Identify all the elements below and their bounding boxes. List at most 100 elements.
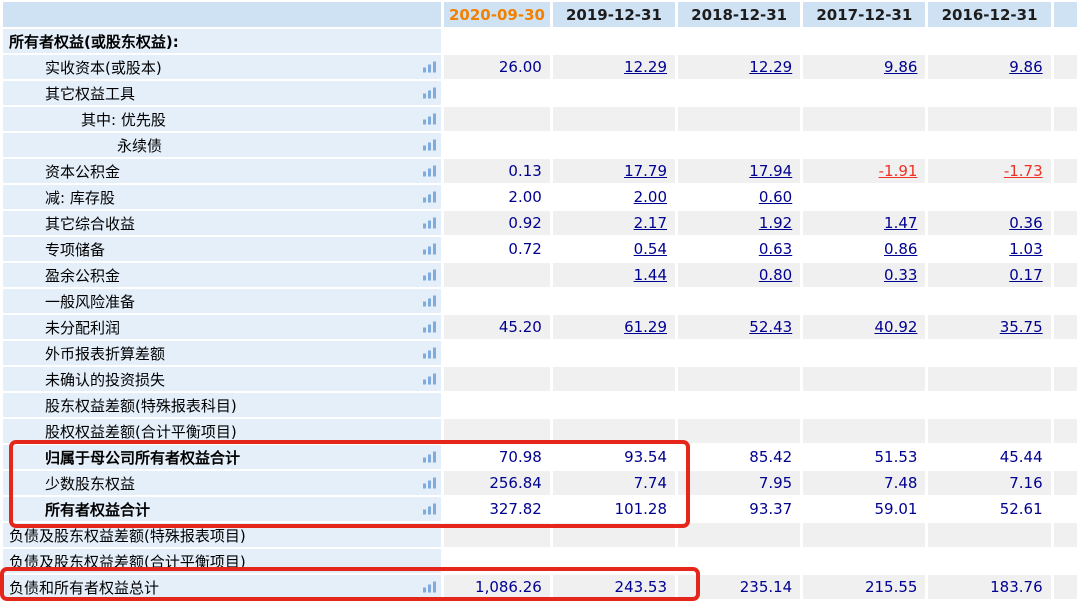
table-row: 其它权益工具: [3, 81, 1077, 105]
value-cell: [928, 29, 1051, 53]
value-cell: [444, 367, 550, 391]
value-link[interactable]: 12.29: [552, 55, 676, 79]
value-link[interactable]: 0.33: [803, 263, 926, 287]
value-cell: 235.14: [678, 575, 801, 599]
value-cell: [803, 29, 926, 53]
partial-column-cell: [1053, 419, 1077, 443]
table-row: 一般风险准备: [3, 289, 1077, 313]
partial-column-cell: [1053, 211, 1077, 235]
value-cell: 215.55: [803, 575, 926, 599]
value-link[interactable]: 0.36: [928, 211, 1051, 235]
value-link[interactable]: 52.43: [678, 315, 801, 339]
row-label: 其中: 优先股: [3, 107, 442, 131]
value-link[interactable]: 61.29: [552, 315, 676, 339]
bar-chart-icon[interactable]: [423, 269, 437, 282]
row-label: 外币报表折算差额: [3, 341, 442, 365]
row-label: 其它综合收益: [3, 211, 442, 235]
value-link[interactable]: 0.60: [678, 185, 801, 209]
bar-chart-icon[interactable]: [423, 581, 437, 594]
bar-chart-icon[interactable]: [423, 243, 437, 256]
bar-chart-icon[interactable]: [423, 113, 437, 126]
bar-chart-icon[interactable]: [423, 165, 437, 178]
value-cell: [803, 81, 926, 105]
partial-column-cell: [1053, 549, 1077, 573]
bar-chart-icon[interactable]: [423, 451, 437, 464]
bar-chart-icon[interactable]: [423, 87, 437, 100]
value-cell: [803, 133, 926, 157]
value-link[interactable]: 2.00: [552, 185, 676, 209]
value-cell: [803, 393, 926, 417]
value-link[interactable]: 1.03: [928, 237, 1051, 261]
partial-column-cell: [1053, 29, 1077, 53]
value-cell: [803, 107, 926, 131]
column-header-date-2020-09-30: 2020-09-30: [444, 2, 550, 27]
value-cell: 45.20: [444, 315, 550, 339]
column-header-partial: [1053, 2, 1077, 27]
row-label-text: 永续债: [117, 136, 163, 155]
value-cell: [678, 367, 801, 391]
table-row: 未分配利润 45.20 61.29 52.43 40.92 35.75: [3, 315, 1077, 339]
value-cell: [803, 367, 926, 391]
value-cell: 0.92: [444, 211, 550, 235]
row-label-text: 其它权益工具: [45, 84, 136, 103]
row-label: 一般风险准备: [3, 289, 442, 313]
value-link[interactable]: 1.44: [552, 263, 676, 287]
value-link[interactable]: 1.92: [678, 211, 801, 235]
partial-column-cell: [1053, 393, 1077, 417]
value-cell: 256.84: [444, 471, 550, 495]
value-link[interactable]: -1.91: [803, 159, 926, 183]
value-cell: [444, 263, 550, 287]
value-link[interactable]: 9.86: [928, 55, 1051, 79]
bar-chart-icon[interactable]: [423, 139, 437, 152]
value-cell: [678, 81, 801, 105]
value-link[interactable]: 0.17: [928, 263, 1051, 287]
value-cell: 93.54: [552, 445, 676, 469]
bar-chart-icon[interactable]: [423, 61, 437, 74]
value-link[interactable]: 12.29: [678, 55, 801, 79]
value-link[interactable]: 0.63: [678, 237, 801, 261]
value-link[interactable]: 9.86: [803, 55, 926, 79]
value-cell: [803, 419, 926, 443]
value-cell: [678, 133, 801, 157]
partial-column-cell: [1053, 315, 1077, 339]
value-cell: [444, 107, 550, 131]
row-label-text: 归属于母公司所有者权益合计: [45, 448, 241, 467]
row-label-text: 负债和所有者权益总计: [9, 578, 160, 597]
partial-column-cell: [1053, 471, 1077, 495]
bar-chart-icon[interactable]: [423, 477, 437, 490]
value-link[interactable]: 0.80: [678, 263, 801, 287]
value-link[interactable]: 17.79: [552, 159, 676, 183]
bar-chart-icon[interactable]: [423, 373, 437, 386]
value-link[interactable]: 0.54: [552, 237, 676, 261]
value-cell: [803, 523, 926, 547]
value-cell: 327.82: [444, 497, 550, 521]
bar-chart-icon[interactable]: [423, 217, 437, 230]
row-label-text: 股权权益差额(合计平衡项目): [45, 422, 237, 441]
bar-chart-icon[interactable]: [423, 191, 437, 204]
row-label: 股权权益差额(合计平衡项目): [3, 419, 442, 443]
value-link[interactable]: 2.17: [552, 211, 676, 235]
value-cell: [552, 367, 676, 391]
value-cell: 26.00: [444, 55, 550, 79]
table-row: 所有者权益合计 327.82 101.28 93.37 59.01 52.61: [3, 497, 1077, 521]
value-link[interactable]: 0.86: [803, 237, 926, 261]
partial-column-cell: [1053, 289, 1077, 313]
value-cell: [444, 341, 550, 365]
value-cell: [444, 419, 550, 443]
bar-chart-icon[interactable]: [423, 295, 437, 308]
value-link[interactable]: -1.73: [928, 159, 1051, 183]
value-cell: [928, 133, 1051, 157]
bar-chart-icon[interactable]: [423, 321, 437, 334]
bar-chart-icon[interactable]: [423, 503, 437, 516]
column-header-date-2016-12-31: 2016-12-31: [928, 2, 1051, 27]
value-link[interactable]: 35.75: [928, 315, 1051, 339]
table-row: 所有者权益(或股东权益):: [3, 29, 1077, 53]
row-label: 归属于母公司所有者权益合计: [3, 445, 442, 469]
value-cell: [552, 81, 676, 105]
value-link[interactable]: 40.92: [803, 315, 926, 339]
value-link[interactable]: 17.94: [678, 159, 801, 183]
bar-chart-icon[interactable]: [423, 347, 437, 360]
row-label: 其它权益工具: [3, 81, 442, 105]
partial-column-cell: [1053, 107, 1077, 131]
value-link[interactable]: 1.47: [803, 211, 926, 235]
